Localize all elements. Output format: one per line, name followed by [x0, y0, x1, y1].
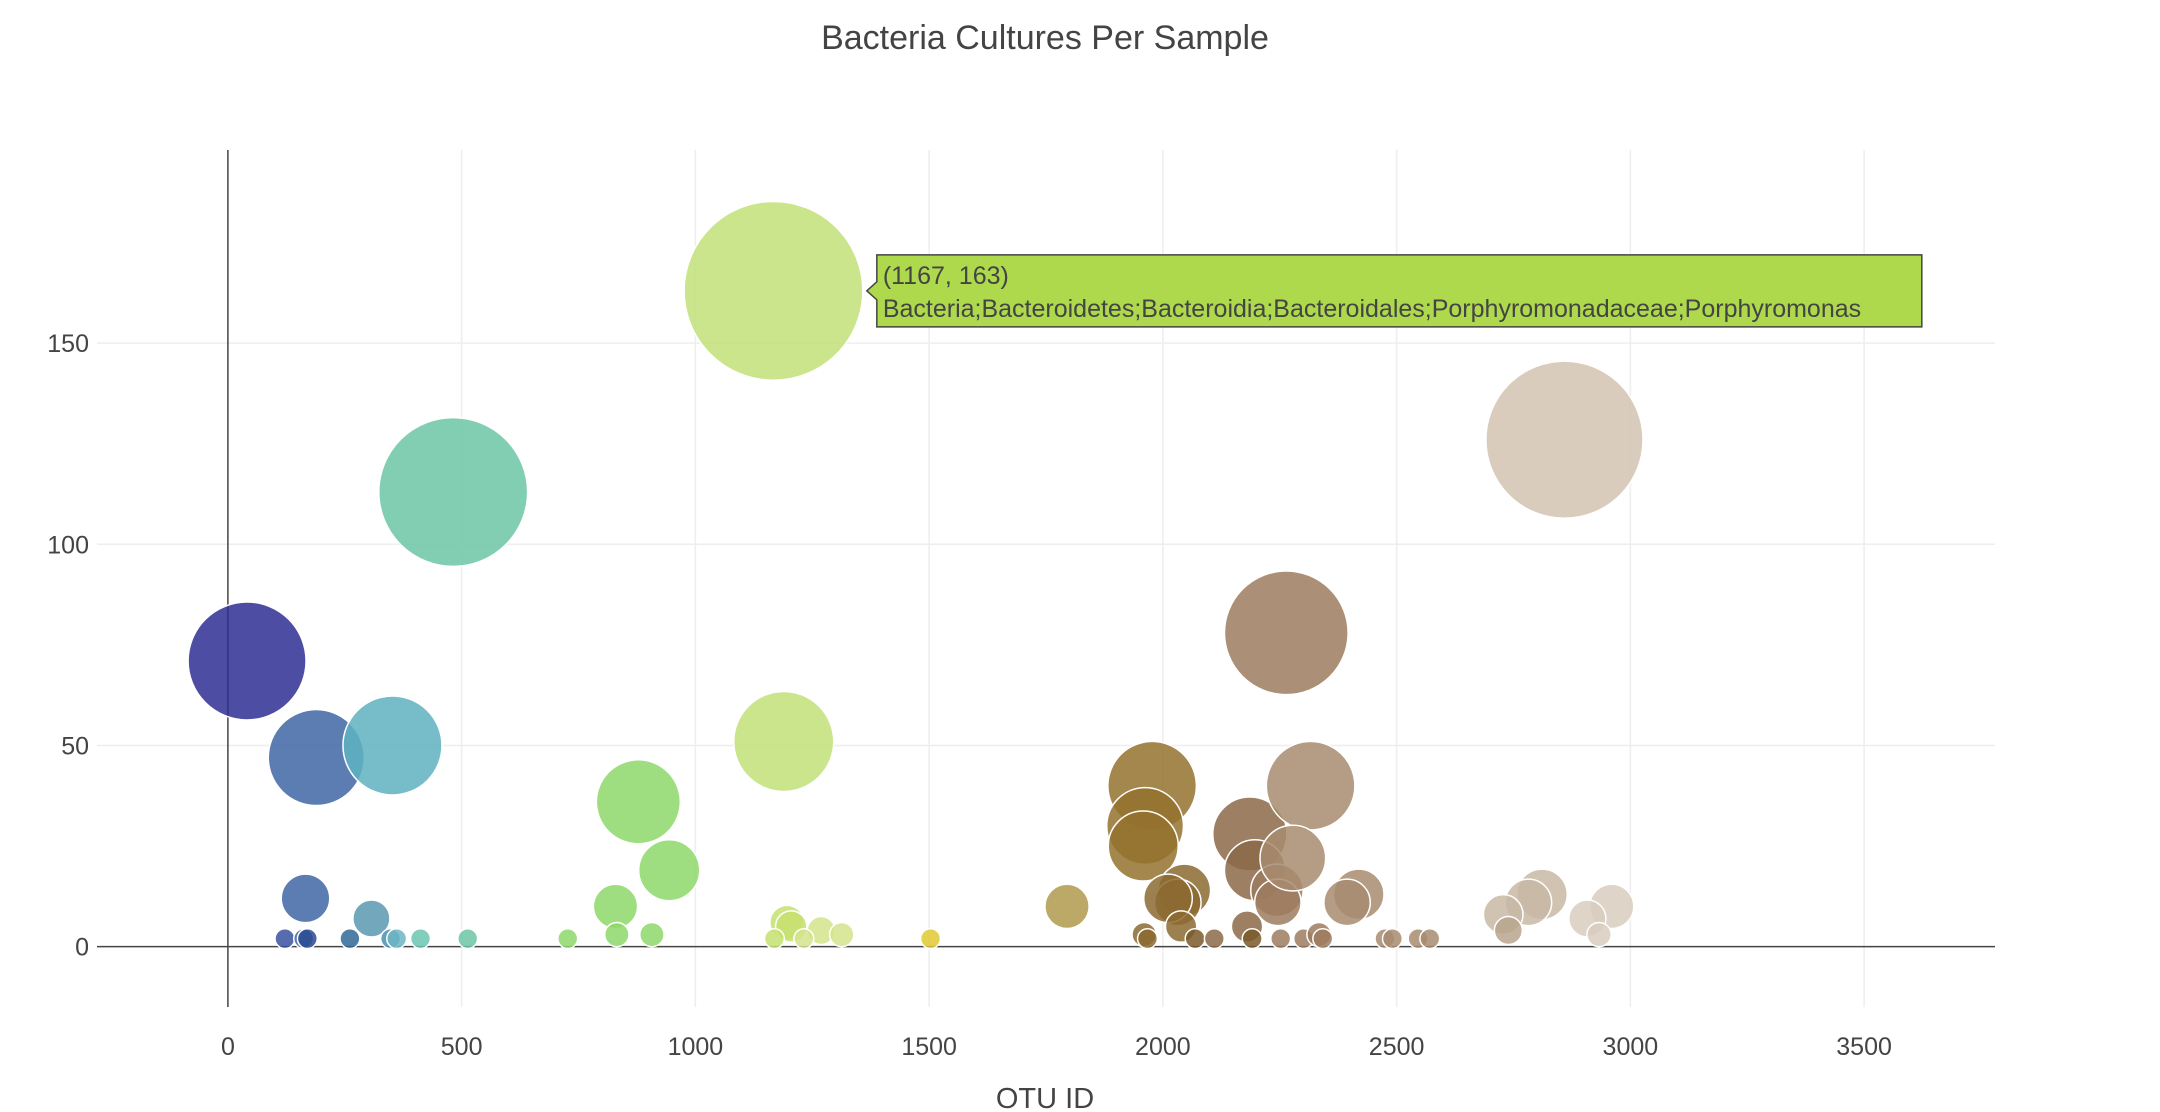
bubble-point[interactable] — [1223, 570, 1349, 696]
bubble-point[interactable] — [274, 927, 296, 950]
x-tick-label: 500 — [441, 1033, 483, 1061]
bubble-point[interactable] — [1044, 883, 1090, 930]
y-tick-label: 0 — [75, 934, 89, 962]
bubble-point[interactable] — [1586, 921, 1612, 948]
bubble-point[interactable] — [828, 921, 855, 948]
x-tick-label: 2000 — [1135, 1033, 1191, 1061]
bubble-point[interactable] — [296, 927, 319, 950]
bubble-point[interactable] — [1381, 927, 1404, 950]
x-tick-label: 0 — [221, 1033, 235, 1061]
bubble-point[interactable] — [919, 927, 942, 950]
bubble-point[interactable] — [386, 927, 408, 950]
bubble-point[interactable] — [637, 838, 701, 902]
x-tick-label: 2500 — [1369, 1033, 1425, 1061]
bubble-point[interactable] — [378, 416, 529, 568]
bubble-point[interactable] — [1241, 927, 1263, 950]
bubble-point[interactable] — [557, 927, 579, 950]
x-tick-label: 1500 — [901, 1033, 957, 1061]
bubble-point[interactable] — [1107, 810, 1179, 882]
tooltip-box — [865, 254, 1923, 328]
bubble-point[interactable] — [603, 921, 630, 948]
bubble-point[interactable] — [457, 927, 479, 950]
bubble-point[interactable] — [793, 927, 815, 950]
bubble-point[interactable] — [732, 690, 835, 793]
x-tick-label: 1000 — [668, 1033, 724, 1061]
bubbles[interactable] — [187, 200, 1644, 950]
axes: 0 500 1000 1500 2000 2500 3000 3500 0 50 100 150 — [47, 150, 1995, 1061]
y-tick-label: 150 — [47, 330, 89, 358]
bubble-point[interactable] — [339, 927, 361, 950]
y-tick-label: 50 — [61, 732, 89, 760]
hover-tooltip: (1167, 163) Bacteria;Bacteroidetes;Bacter… — [865, 254, 1923, 328]
bubble-point[interactable] — [1419, 927, 1441, 950]
bubble-point[interactable] — [352, 899, 391, 938]
bubble-point[interactable] — [187, 601, 307, 721]
x-tick-label: 3000 — [1603, 1033, 1659, 1061]
bubble-point[interactable] — [1312, 927, 1334, 950]
bubble-point[interactable] — [1259, 824, 1327, 892]
bubble-point[interactable] — [639, 921, 665, 948]
x-axis-label: OTU ID — [996, 1083, 1094, 1112]
bubble-point[interactable] — [409, 927, 432, 950]
bubble-point[interactable] — [1485, 360, 1644, 520]
tooltip-taxonomy: Bacteria;Bacteroidetes;Bacteroidia;Bacte… — [883, 295, 1861, 323]
y-tick-label: 100 — [47, 531, 89, 559]
bubble-point[interactable] — [1184, 927, 1206, 950]
chart-title: Bacteria Cultures Per Sample — [821, 19, 1269, 57]
tooltip-coordinates: (1167, 163) — [883, 262, 1009, 290]
bubble-point[interactable] — [1265, 740, 1356, 831]
x-tick-label: 3500 — [1836, 1033, 1892, 1061]
bubble-point[interactable] — [683, 200, 864, 381]
bubble-point[interactable] — [1493, 915, 1524, 946]
bubble-point[interactable] — [342, 695, 443, 796]
bubble-point[interactable] — [763, 927, 786, 950]
bubble-point[interactable] — [1136, 927, 1159, 950]
bubble-point[interactable] — [1323, 878, 1372, 927]
bubble-point[interactable] — [595, 759, 682, 845]
bubble-point[interactable] — [280, 873, 331, 924]
bubble-point[interactable] — [1270, 927, 1292, 950]
bubble-point[interactable] — [1203, 927, 1225, 950]
